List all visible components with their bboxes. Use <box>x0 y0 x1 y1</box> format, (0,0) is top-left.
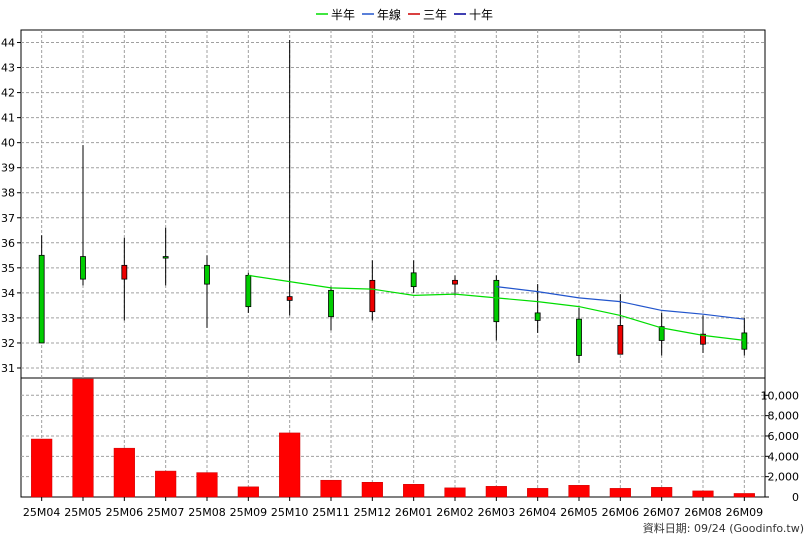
price-tick-label: 36 <box>1 237 15 250</box>
candle-up <box>658 326 665 341</box>
x-tick-label: 25M07 <box>147 506 185 519</box>
volume-bar <box>403 484 425 498</box>
volume-tick-label: 4,000 <box>768 450 800 463</box>
price-tick-label: 43 <box>1 62 15 75</box>
volume-bar <box>113 447 135 498</box>
volume-bar <box>485 486 507 498</box>
candle-up <box>576 318 582 356</box>
legend-label: 三年 <box>423 8 447 22</box>
price-tick-label: 34 <box>1 287 15 300</box>
x-tick-label: 26M09 <box>726 506 764 519</box>
volume-bar <box>692 490 714 498</box>
volume-tick-label: 8,000 <box>768 410 800 423</box>
volume-bar <box>444 487 466 498</box>
x-tick-label: 26M02 <box>436 506 474 519</box>
volume-bar <box>279 432 301 498</box>
price-tick-label: 42 <box>1 87 15 100</box>
legend-label: 年線 <box>377 7 401 22</box>
candle-down <box>369 279 376 313</box>
volume-tick-label: 6,000 <box>768 430 800 443</box>
x-tick-label: 25M04 <box>23 506 61 519</box>
x-tick-label: 25M11 <box>312 506 350 519</box>
candle-up <box>410 272 417 288</box>
volume-bar <box>361 482 383 498</box>
x-tick-label: 26M08 <box>684 506 722 519</box>
volume-bar <box>237 486 259 498</box>
candle-up <box>534 312 541 321</box>
volume-bar <box>196 472 218 498</box>
x-tick-label: 25M08 <box>188 506 226 519</box>
x-tick-label: 25M05 <box>64 506 102 519</box>
volume-bar <box>609 488 631 498</box>
volume-tick-label: 0 <box>792 491 799 504</box>
price-tick-label: 38 <box>1 187 15 200</box>
legend-label: 半年 <box>331 8 355 22</box>
x-tick-label: 25M06 <box>106 506 144 519</box>
plot-frame <box>20 29 766 498</box>
ma-year-line <box>496 286 745 320</box>
price-tick-label: 39 <box>1 162 15 175</box>
volume-bar <box>31 438 53 498</box>
price-tick-label: 44 <box>1 37 15 50</box>
price-tick-label: 37 <box>1 212 15 225</box>
volume-bar <box>568 485 590 498</box>
price-tick-label: 35 <box>1 262 15 275</box>
volume-tick-label: 10,000 <box>761 389 800 402</box>
x-tick-label: 26M04 <box>519 506 557 519</box>
source-note: 資料日期: 09/24 (Goodinfo.tw) <box>643 521 804 535</box>
x-tick-label: 26M03 <box>478 506 516 519</box>
candle-up <box>493 279 500 323</box>
candle-up <box>328 289 334 318</box>
x-tick-label: 26M05 <box>560 506 598 519</box>
candle-down <box>700 333 706 345</box>
candle-up <box>204 264 210 285</box>
volume-bar <box>155 470 177 498</box>
price-tick-label: 33 <box>1 312 15 325</box>
x-axis: 25M04 25M05 25M06 25M07 25M08 25M09 25M10 25M11… <box>23 497 763 519</box>
legend: 半年 年線 三年 十年 <box>316 7 493 22</box>
x-tick-label: 25M12 <box>354 506 392 519</box>
volume-tick-label: 2,000 <box>768 471 800 484</box>
price-panel: 31 32 33 34 35 36 37 38 39 40 41 42 43 44 <box>1 29 766 498</box>
volume-bar <box>320 479 342 498</box>
candle-down <box>617 325 624 355</box>
price-tick-label: 32 <box>1 337 15 350</box>
candle-up <box>80 256 86 280</box>
x-tick-label: 25M09 <box>230 506 268 519</box>
ma-half-year-line <box>248 274 745 341</box>
candle-up <box>245 274 252 308</box>
volume-bar <box>651 487 673 498</box>
candle-down <box>286 296 293 301</box>
candle-up <box>741 332 748 350</box>
candle-down <box>452 279 458 285</box>
x-tick-label: 26M07 <box>643 506 681 519</box>
x-tick-label: 25M10 <box>271 506 309 519</box>
x-tick-label: 26M01 <box>395 506 433 519</box>
volume-bar <box>527 488 549 498</box>
candle-up <box>38 254 45 344</box>
price-tick-label: 40 <box>1 137 15 150</box>
price-tick-label: 41 <box>1 112 15 125</box>
price-tick-label: 31 <box>1 362 15 375</box>
x-tick-label: 26M06 <box>602 506 640 519</box>
candle-up <box>162 256 169 259</box>
volume-bar <box>733 493 755 498</box>
legend-label: 十年 <box>469 8 493 22</box>
volume-panel: 0 2,000 4,000 6,000 8,000 10,000 <box>21 378 800 504</box>
volume-bar <box>72 378 94 498</box>
candle-down <box>121 264 128 280</box>
